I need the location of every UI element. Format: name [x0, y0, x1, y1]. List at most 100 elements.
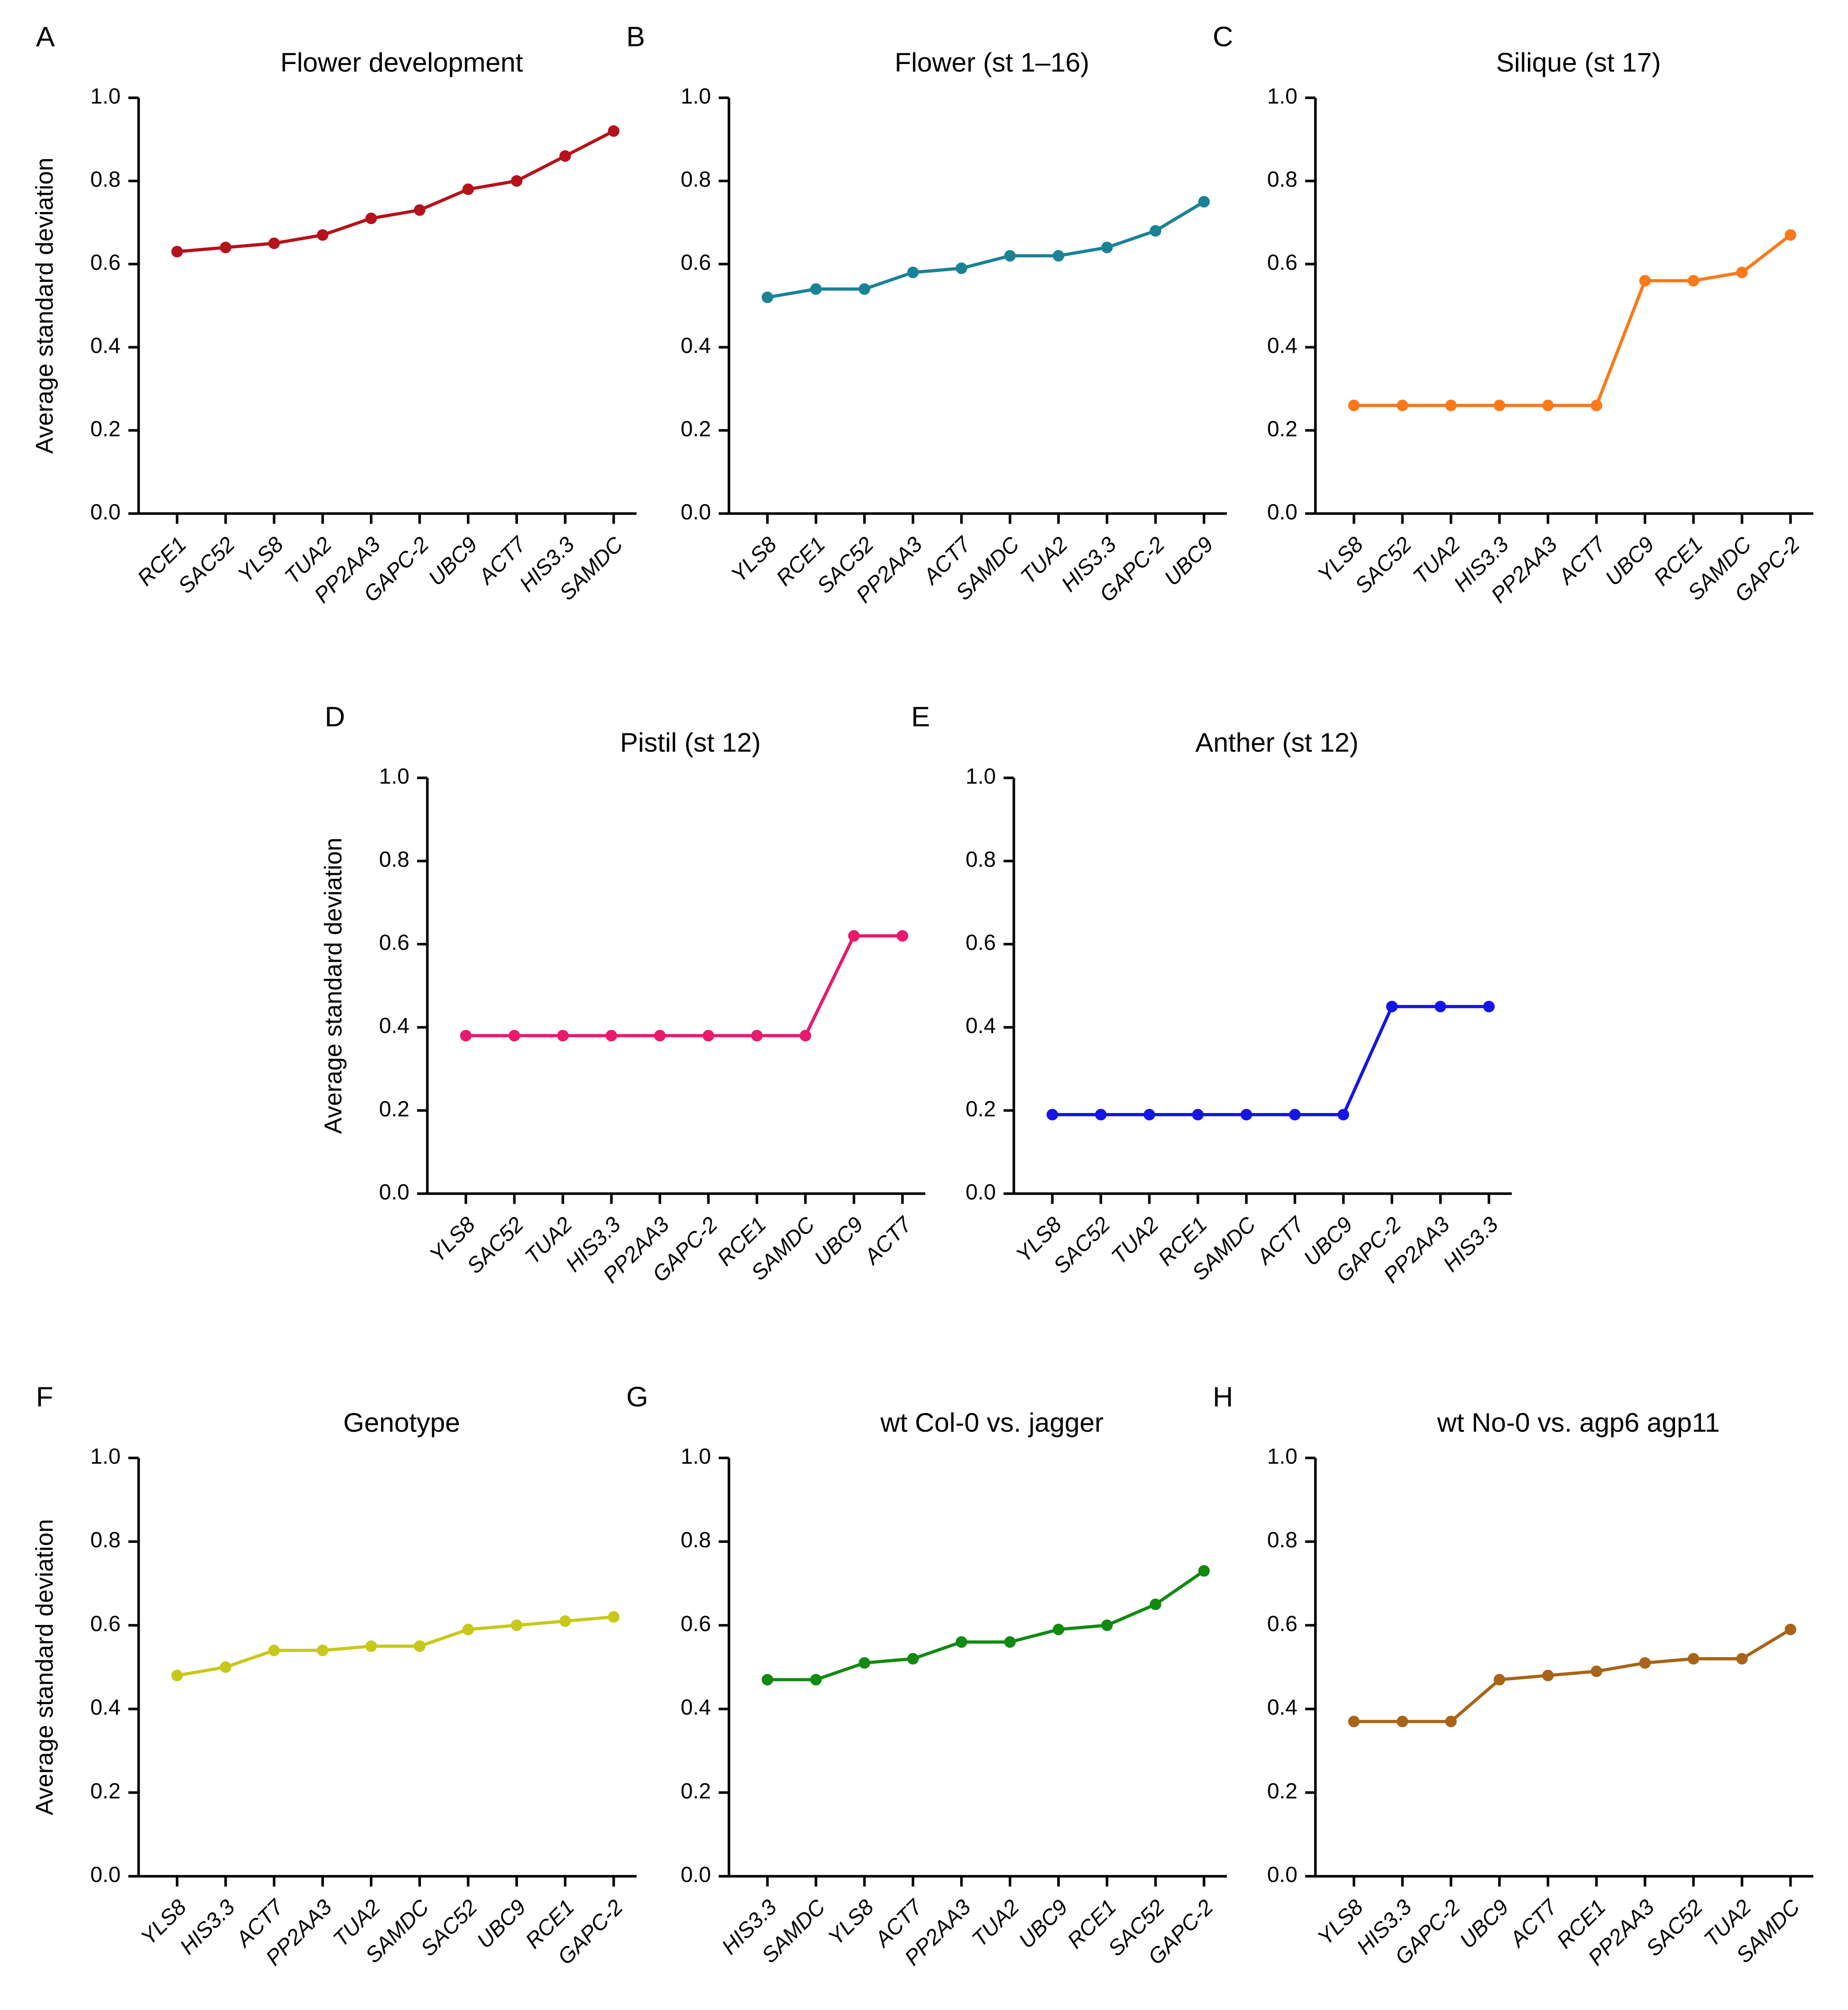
- y-tick-label: 0.6: [1267, 1612, 1297, 1636]
- panel-label: F: [36, 1381, 53, 1413]
- panel-label: A: [36, 21, 55, 52]
- point: [1542, 400, 1554, 412]
- point: [413, 204, 425, 216]
- y-tick-label: 1.0: [1267, 84, 1297, 108]
- y-tick-label: 0.2: [90, 1779, 120, 1803]
- point: [365, 1640, 377, 1652]
- x-tick-label: YLS8: [824, 1895, 878, 1950]
- panel: Hwt No-0 vs. agp6 agp11 0.0 0.2 0.4 0.6 0.8 1.…: [1213, 1381, 1814, 1970]
- y-tick-label: 1.0: [379, 765, 409, 789]
- y-tick-label: 0.2: [1267, 1779, 1297, 1803]
- point: [1493, 1674, 1505, 1686]
- chart-title: Flower development: [281, 47, 523, 77]
- series-line: [177, 129, 615, 253]
- y-tick-label: 0.8: [90, 168, 120, 192]
- y-tick-label: 0.2: [681, 1779, 711, 1803]
- series-line: [465, 934, 903, 1037]
- point: [762, 1674, 774, 1686]
- y-tick-label: 0.0: [681, 500, 711, 524]
- x-tick-label: UBC9: [1160, 533, 1218, 591]
- y-tick-label: 0.6: [1267, 251, 1297, 275]
- point: [1095, 1109, 1107, 1121]
- y-tick-label: 0.0: [681, 1863, 711, 1887]
- y-tick-label: 0.2: [1267, 417, 1297, 441]
- point: [1445, 1715, 1457, 1727]
- point: [1053, 250, 1065, 262]
- y-tick-label: 0.4: [90, 1696, 120, 1720]
- panel-label: E: [911, 701, 930, 733]
- y-tick-label: 1.0: [681, 1445, 711, 1469]
- point: [955, 1636, 967, 1648]
- point: [848, 930, 860, 942]
- point: [462, 1623, 474, 1635]
- point: [1736, 266, 1748, 278]
- point: [1591, 400, 1603, 412]
- chart-title: wt Col-0 vs. jagger: [880, 1407, 1104, 1437]
- point: [1198, 196, 1210, 208]
- x-tick-label: UBC9: [1455, 1895, 1514, 1953]
- point: [365, 212, 377, 224]
- chart-title: Silique (st 17): [1496, 47, 1661, 77]
- y-tick-label: 0.0: [90, 500, 120, 524]
- point: [462, 183, 474, 195]
- point: [608, 125, 620, 137]
- point: [1445, 400, 1457, 412]
- y-tick-label: 0.4: [1267, 334, 1297, 358]
- y-tick-label: 0.0: [1267, 1863, 1297, 1887]
- panel-label: C: [1213, 21, 1233, 52]
- x-tick-label: ACT7: [1553, 532, 1611, 589]
- y-axis-label: Average standard deviation: [319, 837, 347, 1134]
- panel-label: B: [626, 21, 645, 52]
- y-tick-label: 1.0: [90, 1445, 120, 1469]
- x-tick-label: ACT7: [859, 1212, 917, 1269]
- y-tick-label: 0.4: [379, 1014, 409, 1038]
- series-line: [1354, 233, 1792, 407]
- point: [751, 1029, 763, 1041]
- chart-title: Flower (st 1–16): [895, 47, 1090, 77]
- y-tick-label: 0.8: [966, 848, 996, 872]
- point: [810, 1674, 822, 1686]
- point: [1198, 1565, 1210, 1577]
- point: [511, 1619, 523, 1631]
- point: [509, 1029, 521, 1041]
- point: [1784, 229, 1796, 241]
- point: [1143, 1109, 1155, 1121]
- x-tick-label: UBC9: [1014, 1895, 1073, 1953]
- point: [1004, 1636, 1016, 1648]
- y-tick-label: 0.6: [90, 1612, 120, 1636]
- y-tick-label: 1.0: [90, 84, 120, 108]
- point: [799, 1029, 811, 1041]
- y-tick-label: 0.4: [681, 334, 711, 358]
- point: [1639, 1657, 1651, 1669]
- x-tick-label: UBC9: [424, 533, 482, 591]
- y-tick-label: 0.2: [966, 1097, 996, 1121]
- y-tick-label: 0.6: [681, 251, 711, 275]
- x-tick-label: HIS3.3: [176, 1895, 240, 1959]
- x-tick-label: UBC9: [810, 1213, 868, 1271]
- panel-label: H: [1213, 1381, 1233, 1413]
- point: [1396, 400, 1408, 412]
- point: [1435, 1001, 1447, 1013]
- y-tick-label: 0.8: [1267, 168, 1297, 192]
- point: [1784, 1623, 1796, 1635]
- point: [317, 1644, 329, 1656]
- point: [605, 1029, 617, 1041]
- y-tick-label: 0.8: [379, 848, 409, 872]
- point: [1396, 1715, 1408, 1727]
- y-tick-label: 0.6: [681, 1612, 711, 1636]
- x-tick-label: YLS8: [233, 533, 288, 587]
- panel-label: G: [626, 1381, 648, 1413]
- point: [810, 283, 822, 295]
- x-tick-label: UBC9: [1601, 533, 1659, 591]
- point: [897, 930, 908, 942]
- point: [1240, 1109, 1252, 1121]
- point: [511, 175, 523, 187]
- y-axis-label: Average standard deviation: [30, 157, 58, 454]
- point: [559, 1615, 571, 1627]
- panel: A Flower development Average standard devi…: [30, 21, 637, 608]
- y-axis-label: Average standard deviation: [30, 1519, 58, 1815]
- point: [907, 266, 919, 278]
